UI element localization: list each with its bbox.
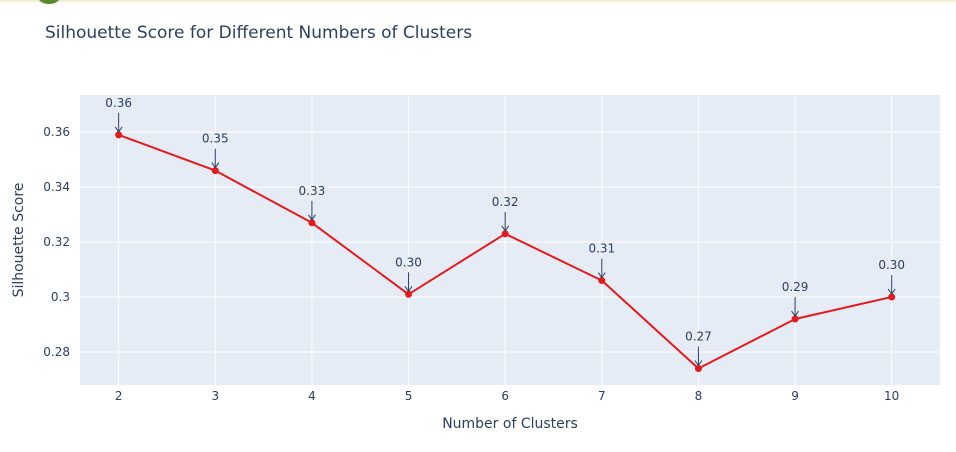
annotation-arrowhead: [114, 126, 123, 133]
data-point: [211, 167, 219, 175]
annotation: 0.36: [105, 96, 132, 133]
y-axis-ticks: 0.28 0.3 0.32 0.34 0.36: [43, 125, 70, 359]
annotation-label: 0.27: [685, 330, 712, 344]
data-point: [888, 293, 896, 301]
y-tick-label: 0.36: [43, 125, 70, 139]
annotation: 0.35: [202, 132, 229, 169]
series-silhouette-score: [115, 131, 896, 373]
data-point: [791, 315, 799, 323]
logo-fragment: [36, 0, 62, 4]
x-axis-ticks: 2 3 4 5 6 7 8 9 10: [115, 389, 899, 403]
x-tick-label: 8: [695, 389, 703, 403]
annotation-arrowhead: [887, 288, 896, 295]
x-tick-label: 7: [598, 389, 606, 403]
annotation-arrowhead: [308, 214, 316, 221]
x-tick-label: 9: [791, 389, 799, 403]
annotation-label: 0.30: [395, 255, 422, 269]
annotation-label: 0.29: [782, 280, 809, 294]
y-tick-label: 0.3: [51, 290, 70, 304]
y-tick-label: 0.32: [43, 235, 70, 249]
data-point: [308, 219, 316, 227]
annotation-label: 0.35: [202, 132, 229, 146]
annotation: 0.29: [782, 280, 809, 317]
plot-area: [80, 95, 940, 385]
annotation-label: 0.32: [492, 195, 519, 209]
x-tick-label: 10: [884, 389, 899, 403]
annotation-arrowhead: [501, 225, 510, 232]
annotation-arrowhead: [211, 162, 220, 169]
annotation-label: 0.33: [299, 184, 326, 198]
annotation-arrowhead: [791, 310, 799, 317]
annotation: 0.33: [299, 184, 326, 221]
x-tick-label: 5: [405, 389, 413, 403]
y-axis-title: Silhouette Score: [11, 183, 27, 298]
y-tick-label: 0.34: [43, 180, 70, 194]
x-tick-label: 2: [115, 389, 123, 403]
data-point: [694, 365, 702, 373]
annotation-label: 0.31: [588, 242, 615, 256]
y-tick-label: 0.28: [43, 345, 70, 359]
grid-lines: [80, 95, 940, 385]
annotation: 0.30: [878, 258, 905, 295]
annotation: 0.31: [588, 242, 615, 279]
data-point: [405, 290, 413, 298]
data-point: [501, 230, 509, 238]
data-point: [115, 131, 123, 139]
annotation-arrowhead: [404, 286, 413, 293]
x-axis-title: Number of Clusters: [442, 416, 578, 432]
top-strip: [0, 0, 956, 2]
annotation-label: 0.30: [878, 258, 905, 272]
data-annotations: 0.36 0.35 0.33 0.30 0.32 0.31 0.27 0.29 0.30: [105, 96, 905, 367]
annotation-label: 0.36: [105, 96, 132, 110]
chart-title: Silhouette Score for Different Numbers o…: [45, 23, 473, 43]
x-tick-label: 6: [501, 389, 509, 403]
annotation: 0.32: [492, 195, 519, 232]
annotation-arrowhead: [597, 272, 606, 279]
x-tick-label: 3: [211, 389, 219, 403]
annotation-arrowhead: [694, 360, 703, 367]
data-point: [598, 277, 606, 285]
annotation: 0.27: [685, 330, 712, 367]
annotation: 0.30: [395, 255, 422, 293]
x-tick-label: 4: [308, 389, 316, 403]
